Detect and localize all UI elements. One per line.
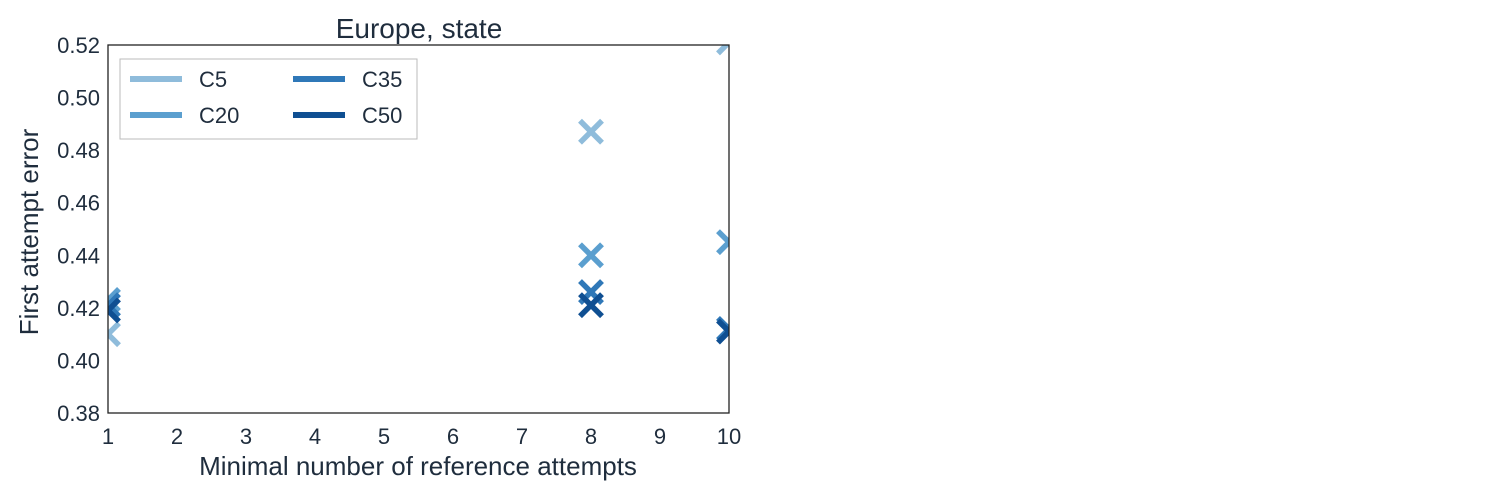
- x-tick-label: 6: [447, 424, 459, 449]
- y-tick-label: 0.52: [57, 33, 100, 58]
- y-axis-label: First attempt error: [14, 128, 44, 335]
- marker-c20: [716, 229, 729, 256]
- y-tick-label: 0.38: [57, 401, 100, 426]
- data-markers: [108, 45, 729, 348]
- marker-c35: [108, 292, 121, 319]
- y-tick-label: 0.40: [57, 348, 100, 373]
- plot-area: [107, 44, 730, 414]
- legend-label-c35: C35: [362, 67, 402, 92]
- legend-label-c50: C50: [362, 103, 402, 128]
- x-tick-label: 4: [309, 424, 321, 449]
- x-axis-ticks: 1 2 3 4 5 6 7 8 9 10: [102, 424, 741, 449]
- x-tick-label: 5: [378, 424, 390, 449]
- marker-c5: [578, 118, 604, 145]
- legend-box: [119, 58, 418, 140]
- legend: C5 C20 C35 C50: [119, 58, 418, 140]
- marker-c20: [108, 287, 121, 313]
- plot-frame: [107, 44, 730, 414]
- chart-title: Europe, state: [336, 13, 503, 44]
- marker-c50: [716, 318, 729, 345]
- marker-c50: [108, 297, 121, 324]
- y-tick-label: 0.50: [57, 86, 100, 111]
- legend-label-c20: C20: [199, 103, 239, 128]
- x-tick-label: 8: [585, 424, 597, 449]
- y-tick-label: 0.48: [57, 138, 100, 163]
- marker-c20: [578, 242, 604, 269]
- marker-c5: [716, 45, 729, 56]
- y-tick-label: 0.46: [57, 191, 100, 216]
- marker-c5: [108, 321, 121, 348]
- y-tick-label: 0.44: [57, 243, 100, 268]
- x-tick-label: 10: [717, 424, 741, 449]
- legend-label-c5: C5: [199, 67, 227, 92]
- y-axis-ticks: 0.38 0.40 0.42 0.44 0.46 0.48 0.50 0.52: [57, 33, 100, 426]
- x-tick-label: 1: [102, 424, 114, 449]
- marker-c50: [578, 292, 604, 319]
- x-tick-label: 7: [516, 424, 528, 449]
- x-tick-label: 2: [171, 424, 183, 449]
- x-tick-label: 3: [240, 424, 252, 449]
- x-axis-label: Minimal number of reference attempts: [199, 451, 637, 481]
- y-tick-label: 0.42: [57, 296, 100, 321]
- x-tick-label: 9: [654, 424, 666, 449]
